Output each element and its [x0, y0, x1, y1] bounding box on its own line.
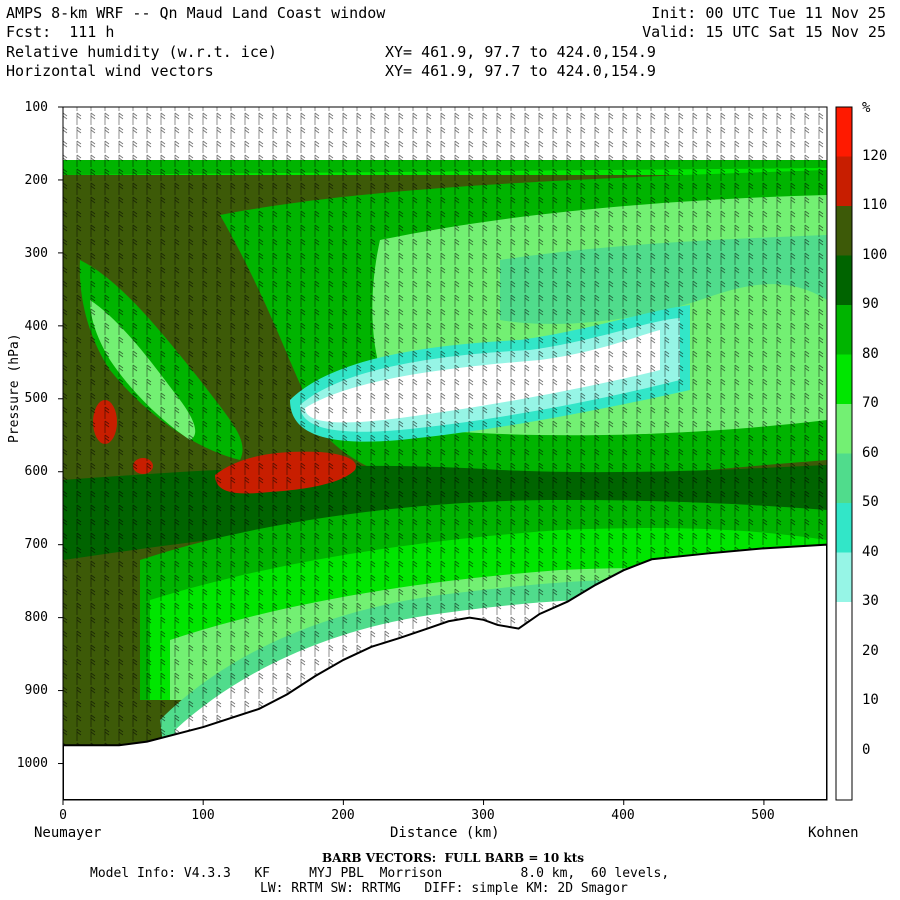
colorbar-swatch	[836, 156, 852, 207]
xy-range-2: XY= 461.9, 97.7 to 424.0,154.9	[385, 62, 656, 80]
y-tick-600: 600	[24, 464, 48, 479]
colorbar-label: 50	[862, 494, 879, 510]
x-tick-200: 200	[331, 808, 355, 823]
colorbar-swatch	[836, 552, 852, 603]
variable-label-rh: Relative humidity (w.r.t. ice)	[6, 43, 277, 61]
barb-legend: BARB VECTORS: FULL BARB = 10 kts	[322, 851, 585, 865]
terrain-profile	[63, 543, 827, 800]
colorbar-swatch	[836, 404, 852, 454]
valid-time: Valid: 15 UTC Sat 15 Nov 25	[642, 23, 886, 41]
rh-field	[63, 107, 827, 800]
colorbar-label: 40	[862, 543, 879, 560]
x-end-label: Kohnen	[808, 825, 859, 841]
variable-label-wind: Horizontal wind vectors	[6, 62, 214, 80]
y-axis-label: Pressure (hPa)	[7, 333, 22, 443]
colorbar-swatch	[836, 305, 852, 355]
y-tick-400: 400	[24, 319, 48, 334]
colorbar-unit: %	[862, 100, 871, 116]
colorbar-swatch	[836, 107, 852, 157]
colorbar-swatch	[836, 701, 852, 751]
y-tick-1000: 1000	[16, 756, 48, 771]
colorbar-swatch	[836, 255, 852, 306]
y-tick-marks	[58, 106, 63, 765]
x-axis-label: Distance (km)	[390, 825, 500, 841]
colorbar-label: 80	[862, 345, 879, 362]
colorbar	[835, 106, 853, 801]
colorbar-label: 20	[862, 642, 879, 659]
plot-frame	[62, 106, 828, 801]
colorbar-label: 30	[862, 593, 879, 609]
x-tick-0: 0	[59, 808, 67, 823]
colorbar-swatch	[836, 602, 852, 652]
colorbar-label: 110	[862, 197, 888, 213]
colorbar-label: 0	[862, 741, 871, 758]
colorbar-label: 120	[862, 147, 888, 164]
colorbar-swatch	[836, 206, 852, 256]
colorbar-label: 90	[862, 296, 879, 312]
y-tick-900: 900	[24, 683, 48, 698]
model-info-2: LW: RRTM SW: RRTMG DIFF: simple KM: 2D S…	[260, 881, 628, 896]
y-tick-300: 300	[24, 246, 48, 261]
y-tick-800: 800	[24, 610, 48, 625]
init-time: Init: 00 UTC Tue 11 Nov 25	[651, 4, 886, 22]
y-tick-500: 500	[24, 391, 48, 406]
x-tick-100: 100	[191, 808, 215, 823]
x-tick-400: 400	[611, 808, 635, 823]
colorbar-frame	[835, 106, 853, 801]
x-tick-300: 300	[471, 808, 495, 823]
colorbar-label: 70	[862, 395, 879, 411]
colorbar-label: 60	[862, 444, 879, 461]
colorbar-swatch	[836, 503, 852, 553]
colorbar-swatch	[836, 750, 852, 801]
model-info-1: Model Info: V4.3.3 KF MYJ PBL Morrison 8…	[90, 866, 670, 881]
colorbar-swatch	[836, 354, 852, 405]
y-tick-200: 200	[24, 173, 48, 188]
y-tick-100: 100	[24, 100, 48, 115]
colorbar-swatch	[836, 453, 852, 504]
y-tick-700: 700	[24, 537, 48, 552]
x-tick-marks	[62, 800, 765, 805]
chart-title: AMPS 8-km WRF -- Qn Maud Land Coast wind…	[6, 4, 386, 22]
forecast-hour: Fcst: 111 h	[6, 23, 115, 41]
colorbar-label: 10	[862, 692, 879, 708]
xy-range-1: XY= 461.9, 97.7 to 424.0,154.9	[385, 43, 656, 61]
x-start-label: Neumayer	[34, 825, 102, 841]
colorbar-swatch	[836, 651, 852, 702]
colorbar-label: 100	[862, 246, 888, 263]
x-tick-500: 500	[751, 808, 775, 823]
